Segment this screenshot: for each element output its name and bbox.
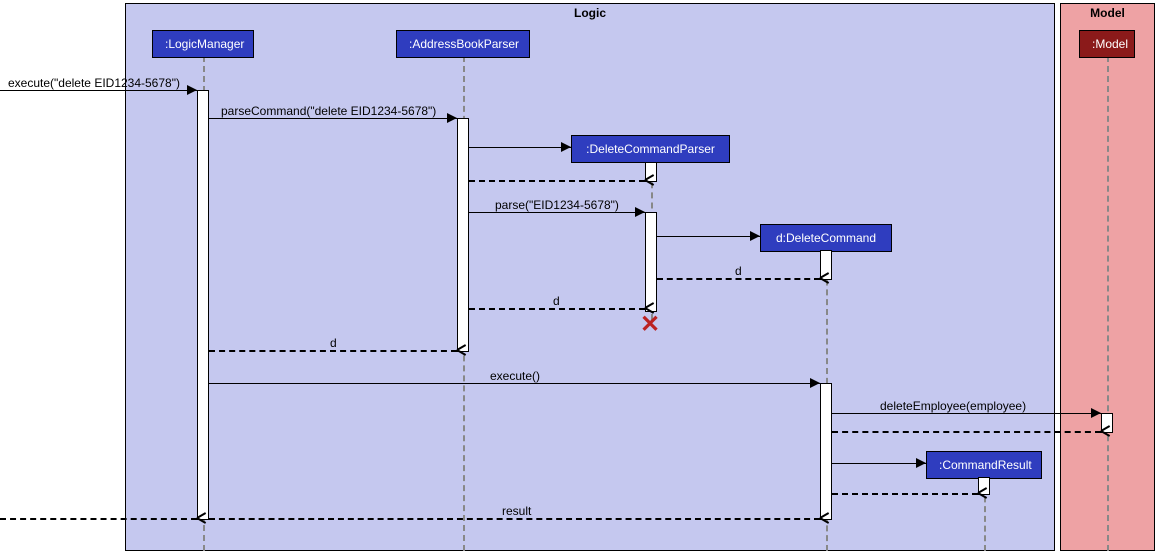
participant-commandresult: :CommandResult [926, 451, 1042, 479]
message-label-0: execute("delete EID1234-5678") [8, 76, 180, 90]
message-line-7 [469, 308, 645, 310]
frame-logic: Logic [125, 3, 1055, 551]
message-label-6: d [735, 264, 742, 278]
participant-addressbookparser: :AddressBookParser [396, 30, 530, 58]
message-label-8: d [330, 336, 337, 350]
message-line-8 [209, 350, 457, 352]
participant-model: :Model [1079, 30, 1135, 58]
message-line-3 [469, 180, 645, 182]
message-line-9 [209, 383, 820, 384]
message-line-6 [657, 278, 820, 280]
message-line-1 [209, 118, 457, 119]
message-line-4 [469, 212, 645, 213]
message-line-0 [0, 90, 197, 91]
message-line-5 [657, 236, 760, 237]
message-line-11 [832, 431, 1101, 433]
message-arrow-2 [561, 142, 571, 152]
message-arrow-4 [635, 207, 645, 217]
frame-logic-label: Logic [126, 6, 1054, 20]
message-line-10 [832, 413, 1101, 414]
message-line-14 [209, 518, 820, 520]
message-arrow-12 [916, 458, 926, 468]
activation-deletecommand-2 [820, 383, 832, 520]
message-label-7: d [553, 294, 560, 308]
participant-deletecommandparser: :DeleteCommandParser [571, 135, 730, 163]
activation-logicmanager [197, 90, 209, 520]
participant-deletecommand: d:DeleteCommand [760, 224, 892, 252]
message-line-15 [0, 518, 197, 520]
message-label-4: parse("EID1234-5678") [495, 198, 619, 212]
message-arrow-5 [750, 231, 760, 241]
message-arrow-9 [810, 378, 820, 388]
activation-deletecommandparser-2 [645, 212, 657, 312]
frame-model-label: Model [1061, 6, 1154, 20]
message-label-9: execute() [490, 369, 540, 383]
participant-logicmanager: :LogicManager [152, 30, 254, 58]
message-line-12 [832, 463, 926, 464]
message-label-1: parseCommand("delete EID1234-5678") [221, 104, 436, 118]
message-arrow-1 [447, 113, 457, 123]
message-line-2 [469, 147, 571, 148]
message-arrow-0 [187, 85, 197, 95]
activation-addressbookparser [457, 118, 469, 352]
message-arrow-10 [1091, 408, 1101, 418]
destroy-icon: ✕ [640, 310, 660, 339]
lifeline-model [1107, 56, 1109, 551]
message-line-13 [832, 493, 978, 495]
message-label-14: result [502, 504, 531, 518]
message-label-10: deleteEmployee(employee) [880, 399, 1026, 413]
sequence-diagram: Logic Model :LogicManager :AddressBookPa… [0, 0, 1159, 555]
